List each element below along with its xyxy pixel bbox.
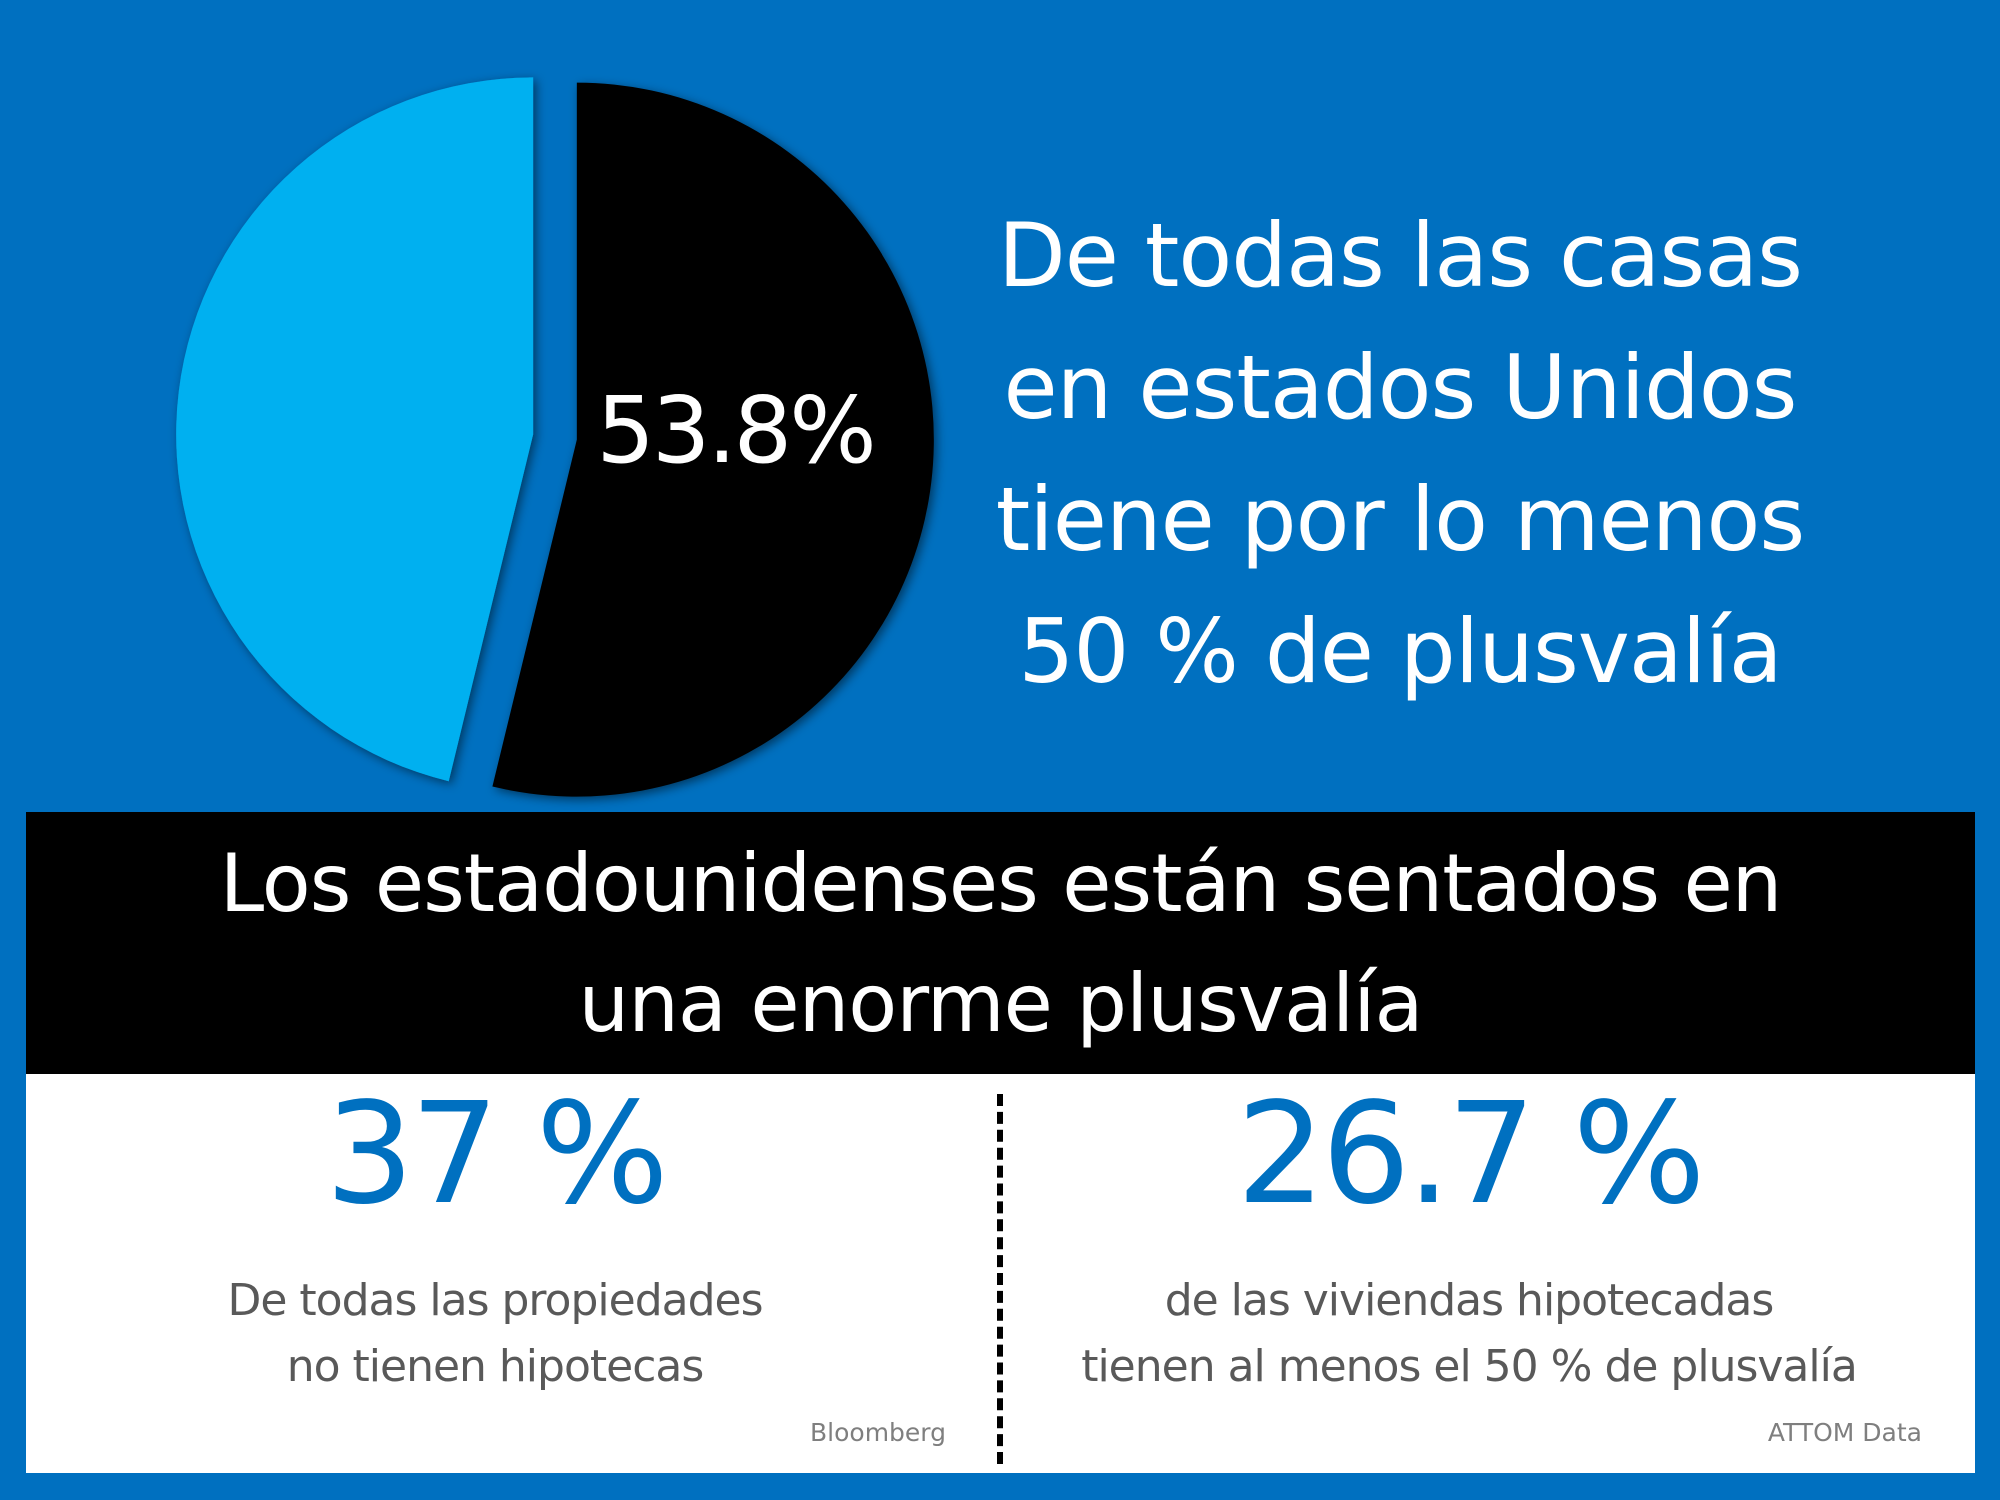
stat-description-line: De todas las propiedades xyxy=(227,1275,763,1326)
stat-description-line: no tienen hipotecas xyxy=(286,1341,705,1392)
source-attom: ATTOM Data xyxy=(1767,1418,1922,1447)
dashed-divider xyxy=(997,1094,1003,1464)
stat-description: de las viviendas hipotecadas tienen al m… xyxy=(1019,1268,1919,1400)
pie-slice-1 xyxy=(176,77,534,782)
stat-mortgaged-equity: 26.7 % de las viviendas hipotecadas tien… xyxy=(1019,1070,1919,1400)
pie-slice-label: 53.8% xyxy=(596,377,873,484)
headline-line: tiene por lo menos xyxy=(995,468,1805,571)
headline-line: en estados Unidos xyxy=(1003,336,1797,439)
stat-value: 37 % xyxy=(325,1073,669,1236)
banner: Los estadounidenses están sentados en un… xyxy=(26,812,1975,1074)
stat-value: 26.7 % xyxy=(1236,1073,1705,1236)
headline-line: De todas las casas xyxy=(998,204,1803,307)
pie-chart: 53.8% xyxy=(176,77,934,797)
banner-line: Los estadounidenses están sentados en xyxy=(219,837,1783,930)
stat-description: De todas las propiedades no tienen hipot… xyxy=(45,1268,945,1400)
stat-description-line: de las viviendas hipotecadas xyxy=(1164,1275,1775,1326)
headline-line: 50 % de plusvalía xyxy=(1018,600,1782,703)
source-bloomberg: Bloomberg xyxy=(810,1418,946,1447)
stat-description-line: tienen al menos el 50 % de plusvalía xyxy=(1081,1341,1858,1392)
headline: De todas las casas en estados Unidos tie… xyxy=(940,190,1860,718)
stat-no-mortgage: 37 % De todas las propiedades no tienen … xyxy=(45,1070,945,1400)
banner-line: una enorme plusvalía xyxy=(578,957,1423,1050)
pie-slice-0 xyxy=(492,82,934,797)
